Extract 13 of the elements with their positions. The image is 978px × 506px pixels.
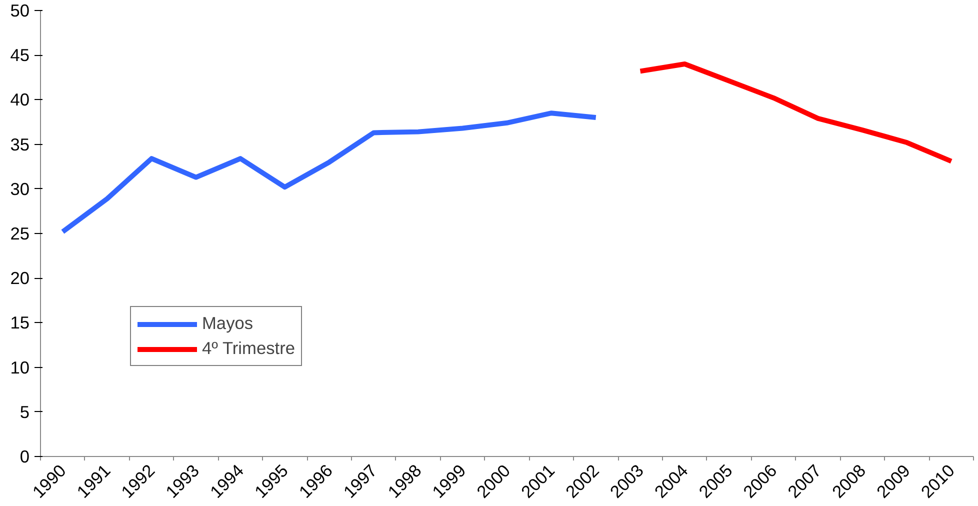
y-tick-label: 20 <box>10 268 30 288</box>
y-tick-label: 25 <box>10 224 30 244</box>
y-tick-label: 10 <box>10 357 30 378</box>
y-tick-label: 15 <box>10 312 30 333</box>
legend-label: 4º Trimestre <box>202 338 295 359</box>
y-tick-label: 35 <box>10 134 30 154</box>
legend-label: Mayos <box>202 313 254 334</box>
y-tick-label: 0 <box>20 446 30 466</box>
y-tick-label: 30 <box>10 178 30 199</box>
y-tick-label: 45 <box>10 45 30 66</box>
y-tick-label: 5 <box>20 402 30 422</box>
y-tick-label: 50 <box>10 0 30 20</box>
y-tick-label: 40 <box>10 90 30 110</box>
